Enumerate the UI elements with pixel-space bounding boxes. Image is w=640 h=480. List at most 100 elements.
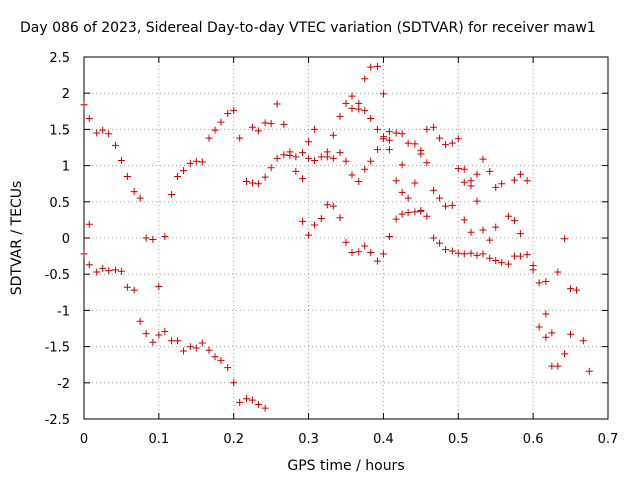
- data-point: [205, 134, 213, 142]
- data-point: [192, 344, 200, 352]
- data-point: [367, 63, 375, 71]
- data-point: [498, 259, 506, 267]
- data-point: [292, 153, 300, 161]
- data-point: [161, 233, 169, 241]
- data-point: [261, 404, 269, 412]
- data-point: [85, 115, 93, 123]
- data-point: [398, 161, 406, 169]
- data-point: [404, 194, 412, 202]
- data-point: [267, 120, 275, 128]
- x-tick-label: 0.4: [373, 432, 394, 447]
- y-tick-labels: 2.5 2 1.5 1 0.5 0 -0.5 -1 -1.5 -2 -2.5: [45, 51, 70, 428]
- data-point: [224, 109, 232, 117]
- data-point: [373, 146, 381, 154]
- data-point: [217, 356, 225, 364]
- data-point: [404, 139, 412, 147]
- data-point: [523, 251, 531, 259]
- data-point: [136, 194, 144, 202]
- data-point: [99, 264, 107, 272]
- data-point: [385, 146, 393, 154]
- data-point: [454, 135, 462, 143]
- data-point: [230, 379, 238, 387]
- data-point: [217, 118, 225, 126]
- data-point: [186, 343, 194, 351]
- data-point: [579, 337, 587, 345]
- data-point: [467, 182, 475, 190]
- data-point: [323, 201, 331, 209]
- y-tick-label: -0.5: [45, 268, 70, 283]
- data-point: [467, 249, 475, 257]
- data-points: [80, 62, 593, 412]
- data-point: [155, 331, 163, 339]
- data-point: [236, 398, 244, 406]
- data-point: [385, 136, 393, 144]
- data-point: [261, 173, 269, 181]
- data-point: [411, 140, 419, 148]
- plot-frame: [83, 56, 609, 420]
- data-point: [467, 228, 475, 236]
- data-point: [355, 105, 363, 113]
- chart-title: Day 086 of 2023, Sidereal Day-to-day VTE…: [20, 20, 596, 36]
- data-point: [342, 157, 350, 165]
- data-point: [248, 179, 256, 187]
- data-point: [348, 104, 356, 112]
- data-point: [85, 261, 93, 269]
- y-tick-label: 2.5: [49, 51, 70, 66]
- data-point: [460, 165, 468, 173]
- x-tick-label: 0: [80, 432, 88, 447]
- data-point: [355, 178, 363, 186]
- data-point: [111, 141, 119, 149]
- data-point: [261, 119, 269, 127]
- data-point: [336, 149, 344, 157]
- data-point: [85, 220, 93, 228]
- data-point: [93, 268, 101, 276]
- data-point: [417, 207, 425, 215]
- data-point: [373, 125, 381, 133]
- data-point: [311, 125, 319, 133]
- data-point: [561, 235, 569, 243]
- data-point: [267, 164, 275, 172]
- data-point: [535, 279, 543, 287]
- data-point: [329, 154, 337, 162]
- data-point: [130, 286, 138, 294]
- data-point: [486, 167, 494, 175]
- data-point: [417, 150, 425, 158]
- data-point: [460, 250, 468, 258]
- data-point: [479, 155, 487, 163]
- data-point: [348, 171, 356, 179]
- grid-lines: [84, 57, 608, 419]
- y-tick-label: -2.5: [45, 413, 70, 428]
- data-point: [192, 157, 200, 165]
- data-point: [529, 266, 537, 274]
- data-point: [105, 130, 113, 138]
- data-point: [317, 214, 325, 222]
- data-point: [292, 167, 300, 175]
- data-point: [254, 180, 262, 188]
- data-point: [554, 362, 562, 370]
- data-point: [367, 115, 375, 123]
- data-point: [411, 179, 419, 187]
- data-point: [142, 234, 150, 242]
- y-axis-title: SDTVAR / TECUs: [9, 181, 25, 296]
- data-point: [117, 267, 125, 275]
- data-point: [442, 246, 450, 254]
- data-point: [224, 364, 232, 372]
- data-point: [423, 125, 431, 133]
- y-tick-label: 0: [62, 232, 70, 247]
- data-point: [198, 339, 206, 347]
- data-point: [198, 158, 206, 166]
- data-point: [373, 62, 381, 70]
- data-point: [367, 157, 375, 165]
- y-tick-label: 0.5: [49, 196, 70, 211]
- data-point: [392, 215, 400, 223]
- data-point: [299, 149, 307, 157]
- data-point: [392, 129, 400, 137]
- data-point: [504, 260, 512, 268]
- data-point: [479, 226, 487, 234]
- data-point: [286, 151, 294, 159]
- data-point: [430, 234, 438, 242]
- data-point: [248, 396, 256, 404]
- data-point: [554, 268, 562, 276]
- x-tick-label: 0.1: [149, 432, 170, 447]
